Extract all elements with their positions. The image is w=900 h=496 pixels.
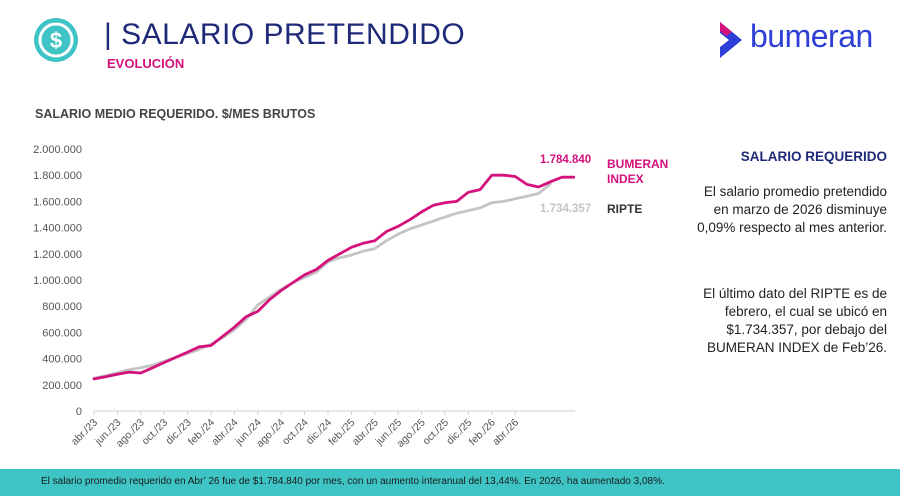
page-subtitle: EVOLUCIÓN: [107, 56, 185, 71]
brand-name: bumeran: [750, 18, 873, 54]
legend-bumeran-index-line2: INDEX: [607, 172, 644, 186]
x-tick-label: abr./26: [490, 417, 521, 448]
side-panel-paragraph-1: El salario promedio pretendido en marzo …: [697, 184, 887, 235]
footer-text: El salario promedio requerido en Abr’ 26…: [41, 476, 665, 487]
svg-text:$: $: [50, 28, 62, 53]
legend-ripte: RIPTE: [607, 202, 642, 216]
line-chart: 0 200.000 400.000 600.000 800.000 1.000.000 1.…: [33, 144, 668, 450]
y-tick-label: 400.000: [42, 354, 82, 366]
chevron-logo-icon: [720, 22, 742, 58]
y-tick-label: 1.000.000: [33, 275, 82, 287]
legend-bumeran-index: BUMERAN: [607, 157, 668, 171]
chart-title: SALARIO MEDIO REQUERIDO. $/MES BRUTOS: [35, 107, 316, 121]
x-tick-label: abr./23: [69, 417, 100, 448]
x-tick-label: oct./23: [140, 417, 171, 448]
y-tick-label: 200.000: [42, 380, 82, 392]
side-panel-title: SALARIO REQUERIDO: [740, 149, 887, 164]
y-tick-label: 1.800.000: [33, 170, 82, 182]
y-tick-label: 800.000: [42, 301, 82, 313]
y-tick-label: 1.400.000: [33, 223, 82, 235]
x-tick-label: oct./25: [420, 417, 451, 448]
series-line-ripte: [92, 182, 552, 380]
y-tick-label: 1.600.000: [33, 196, 82, 208]
brand-logo: bumeran: [716, 18, 896, 62]
y-tick-label: 2.000.000: [33, 144, 82, 156]
y-tick-label: 1.200.000: [33, 249, 82, 261]
side-panel-paragraph-2: El último dato del RIPTE es de febrero, …: [703, 286, 887, 355]
series-line-bumeran-index: [92, 173, 576, 381]
ripte-end-value-label: 1.734.357: [540, 203, 591, 215]
x-tick-label: abr./25: [350, 417, 381, 448]
dollar-coin-icon: $: [34, 18, 78, 62]
y-tick-label: 0: [76, 406, 82, 418]
x-tick-label: abr./24: [209, 417, 240, 448]
y-tick-label: 600.000: [42, 327, 82, 339]
page-title: | SALARIO PRETENDIDO: [104, 18, 466, 51]
x-tick-label: oct./24: [280, 417, 311, 448]
bumeran-end-value-label: 1.784.840: [540, 154, 591, 166]
footer-banner: El salario promedio requerido en Abr’ 26…: [0, 469, 900, 496]
